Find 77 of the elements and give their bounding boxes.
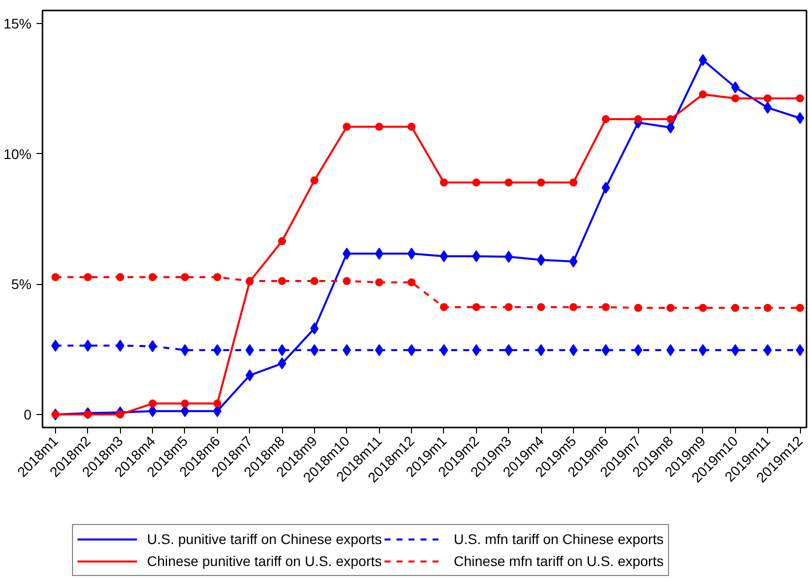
point xyxy=(440,178,448,187)
point xyxy=(634,115,642,124)
point xyxy=(796,304,804,312)
point xyxy=(731,304,740,312)
point xyxy=(764,304,772,312)
point xyxy=(278,357,286,370)
point xyxy=(310,322,319,334)
point xyxy=(634,304,642,312)
point xyxy=(764,94,772,102)
point xyxy=(408,278,416,286)
point xyxy=(796,112,804,124)
point xyxy=(51,273,60,282)
point xyxy=(666,122,675,134)
point xyxy=(666,344,675,356)
point xyxy=(666,304,675,312)
point xyxy=(180,400,189,408)
y-tick-label: 0 xyxy=(24,406,32,422)
point xyxy=(116,273,124,282)
point xyxy=(278,277,286,286)
point xyxy=(796,94,804,102)
y-tick-label: 5% xyxy=(11,276,32,292)
y-tick-label: 10% xyxy=(3,146,32,162)
point xyxy=(602,115,610,124)
point xyxy=(472,303,480,312)
point xyxy=(537,303,546,312)
point xyxy=(407,344,416,356)
point xyxy=(698,90,707,98)
point xyxy=(763,344,772,356)
point xyxy=(569,303,578,312)
point xyxy=(569,344,578,356)
point xyxy=(698,304,707,312)
point xyxy=(84,410,92,418)
point xyxy=(536,254,546,266)
point xyxy=(440,250,448,262)
point xyxy=(278,237,286,246)
y-tick-label: 15% xyxy=(3,16,32,32)
legend-label: Chinese mfn tariff on U.S. exports xyxy=(454,553,664,569)
point xyxy=(278,344,286,356)
point xyxy=(537,178,546,187)
point xyxy=(440,303,448,312)
point xyxy=(731,94,740,102)
point xyxy=(148,340,157,352)
point xyxy=(51,340,60,352)
point xyxy=(213,400,222,408)
point xyxy=(148,400,157,408)
legend-label: U.S. mfn tariff on Chinese exports xyxy=(454,531,664,547)
point xyxy=(84,273,92,282)
point xyxy=(472,178,480,187)
point xyxy=(310,344,319,356)
point xyxy=(180,344,190,356)
point xyxy=(666,115,675,124)
point xyxy=(569,178,578,187)
point xyxy=(375,278,384,286)
point xyxy=(310,277,318,286)
legend-label: Chinese punitive tariff on U.S. exports xyxy=(147,553,382,569)
point xyxy=(148,273,157,282)
point xyxy=(504,178,513,187)
point xyxy=(569,255,578,268)
point xyxy=(504,303,513,312)
point xyxy=(310,176,318,184)
point xyxy=(698,54,708,66)
point xyxy=(213,273,222,282)
point xyxy=(116,410,124,418)
point xyxy=(698,344,708,356)
point xyxy=(440,344,448,356)
point xyxy=(342,122,351,131)
point xyxy=(408,122,416,131)
point xyxy=(375,122,384,131)
point xyxy=(407,248,416,260)
point xyxy=(602,303,610,312)
legend-label: U.S. punitive tariff on Chinese exports xyxy=(147,531,382,547)
point xyxy=(763,102,772,114)
point xyxy=(536,344,546,356)
point xyxy=(634,344,642,356)
point xyxy=(796,344,804,356)
point xyxy=(342,277,351,286)
point xyxy=(180,273,189,282)
